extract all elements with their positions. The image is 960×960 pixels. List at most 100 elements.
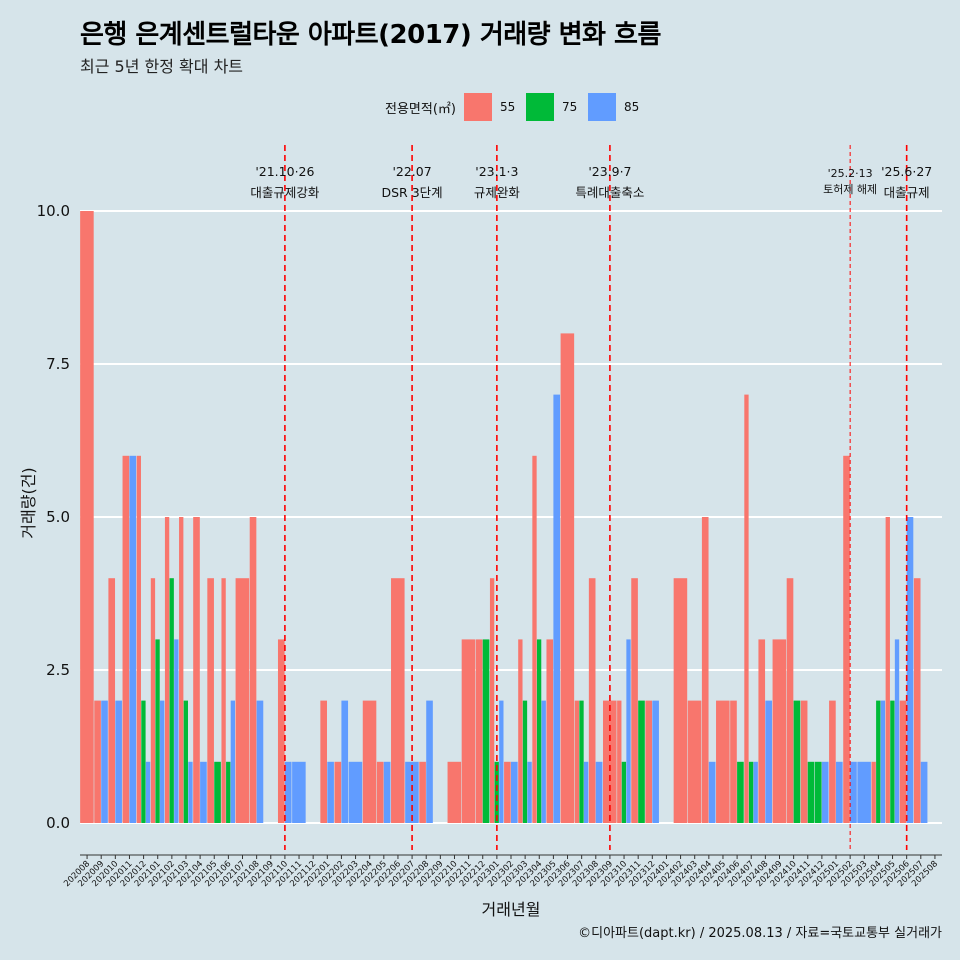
y-axis-title: 거래량(건): [19, 467, 38, 538]
annotation-date: '25.2·13: [828, 167, 873, 180]
bar-202212-55: [475, 639, 483, 823]
bar-202201-85: [327, 761, 334, 823]
bar-202505-85: [894, 639, 900, 823]
bar-202507-85: [920, 761, 928, 823]
bar-202105-75: [214, 761, 221, 823]
bar-202507-55: [913, 578, 921, 823]
bar-202106-75: [226, 761, 231, 823]
bar-202311-75: [638, 700, 645, 823]
bar-202106-85: [230, 700, 236, 823]
bar-202301-85: [499, 700, 504, 823]
y-tick-label: 7.5: [46, 355, 70, 373]
bar-202212-75: [482, 639, 490, 823]
legend-item-75: 75: [525, 93, 582, 121]
bar-202211-55: [461, 639, 476, 823]
bar-202304-85: [541, 700, 546, 823]
bar-202308-85: [595, 761, 603, 823]
bar-202302-55: [504, 761, 511, 823]
bar-202202-55: [334, 761, 342, 823]
bar-202101-75: [155, 639, 160, 823]
bar-202105-55: [207, 578, 214, 823]
bar-202312-85: [652, 700, 659, 823]
bar-202208-55: [419, 761, 426, 823]
annotation-date: '23.9·7: [588, 164, 631, 179]
bar-202107-55: [235, 578, 250, 823]
legend: 전용면적(㎡) 55 75 85: [385, 92, 650, 122]
bar-202311-55: [631, 578, 638, 823]
bar-202301-55: [489, 578, 495, 823]
legend-item-55: 55: [463, 93, 520, 121]
bar-202012-85: [145, 761, 151, 823]
bar-202104-55: [193, 517, 200, 823]
annotation-label: 특례대출축소: [575, 185, 644, 200]
bar-202411-55: [800, 700, 808, 823]
y-tick-label: 0.0: [46, 814, 70, 832]
chart-title: 은행 은계센트럴타운 아파트(2017) 거래량 변화 흐름: [80, 20, 661, 50]
bar-202411-75: [807, 761, 815, 823]
legend-label-85: 85: [623, 100, 640, 114]
bar-202309-55: [602, 700, 617, 823]
x-axis-title: 거래년월: [482, 900, 541, 919]
bar-202412-75: [814, 761, 822, 823]
bar-202408-55: [758, 639, 766, 823]
bar-202207-85: [405, 761, 419, 823]
bar-202306-55: [560, 333, 575, 823]
bar-202101-55: [150, 578, 156, 823]
annotation-label: 대출규제강화: [250, 185, 320, 200]
bar-202203-85: [348, 761, 363, 823]
annotation-label: DSR 3단계: [381, 185, 442, 200]
bar-202204-55: [362, 700, 377, 823]
bar-202403-55: [687, 700, 702, 823]
bar-202110-55: [277, 639, 285, 823]
bar-202102-55: [164, 517, 170, 823]
annotation-date: '22.07: [392, 164, 431, 179]
bar-202505-75: [890, 700, 895, 823]
bar-202504-75: [876, 700, 881, 823]
legend-label-75: 75: [561, 100, 578, 114]
bar-202303-55: [518, 639, 523, 823]
bar-202407-75: [748, 761, 754, 823]
bar-202310-75: [621, 761, 627, 823]
bar-202012-75: [141, 700, 146, 823]
annotation-date: '21.10·26: [255, 164, 314, 179]
bar-202102-75: [169, 578, 174, 823]
bar-202407-85: [753, 761, 758, 823]
bar-202110-85: [284, 761, 292, 823]
bar-202304-75: [536, 639, 542, 823]
bar-202402-55: [673, 578, 688, 823]
bar-202305-55: [546, 639, 554, 823]
bar-202406-55: [730, 700, 737, 823]
bar-202308-55: [588, 578, 596, 823]
legend-label-55: 55: [499, 100, 516, 114]
bar-202102-85: [174, 639, 179, 823]
bar-202506-55: [899, 700, 907, 823]
bar-202503-85: [857, 761, 871, 823]
bar-202502-55: [843, 455, 850, 823]
bar-202307-75: [579, 700, 584, 823]
bar-202009-55: [94, 700, 101, 823]
bar-202101-85: [160, 700, 165, 823]
bar-202404-55: [701, 517, 709, 823]
bar-202307-55: [574, 700, 580, 823]
annotation-label: 규제완화: [474, 185, 521, 200]
bar-202501-85: [836, 761, 843, 823]
bar-202206-55: [391, 578, 405, 823]
bar-202307-85: [583, 761, 589, 823]
bar-202301-75: [494, 761, 499, 823]
bar-202412-85: [821, 761, 829, 823]
bar-202312-55: [645, 700, 653, 823]
bar-202205-55: [376, 761, 384, 823]
y-tick-label: 5.0: [46, 508, 70, 526]
bar-202410-75: [793, 700, 801, 823]
bar-202111-85: [292, 761, 306, 823]
bar-202210-55: [447, 761, 462, 823]
chart-caption: ©디아파트(dapt.kr) / 2025.08.13 / 자료=국토교통부 실…: [578, 926, 942, 941]
bar-202103-85: [188, 761, 193, 823]
bar-202506-85: [906, 517, 914, 823]
bar-202502-85: [850, 761, 857, 823]
bar-202208-85: [426, 700, 433, 823]
bar-202302-85: [511, 761, 518, 823]
bar-202410-55: [786, 578, 794, 823]
bar-202008-55: [80, 211, 94, 823]
